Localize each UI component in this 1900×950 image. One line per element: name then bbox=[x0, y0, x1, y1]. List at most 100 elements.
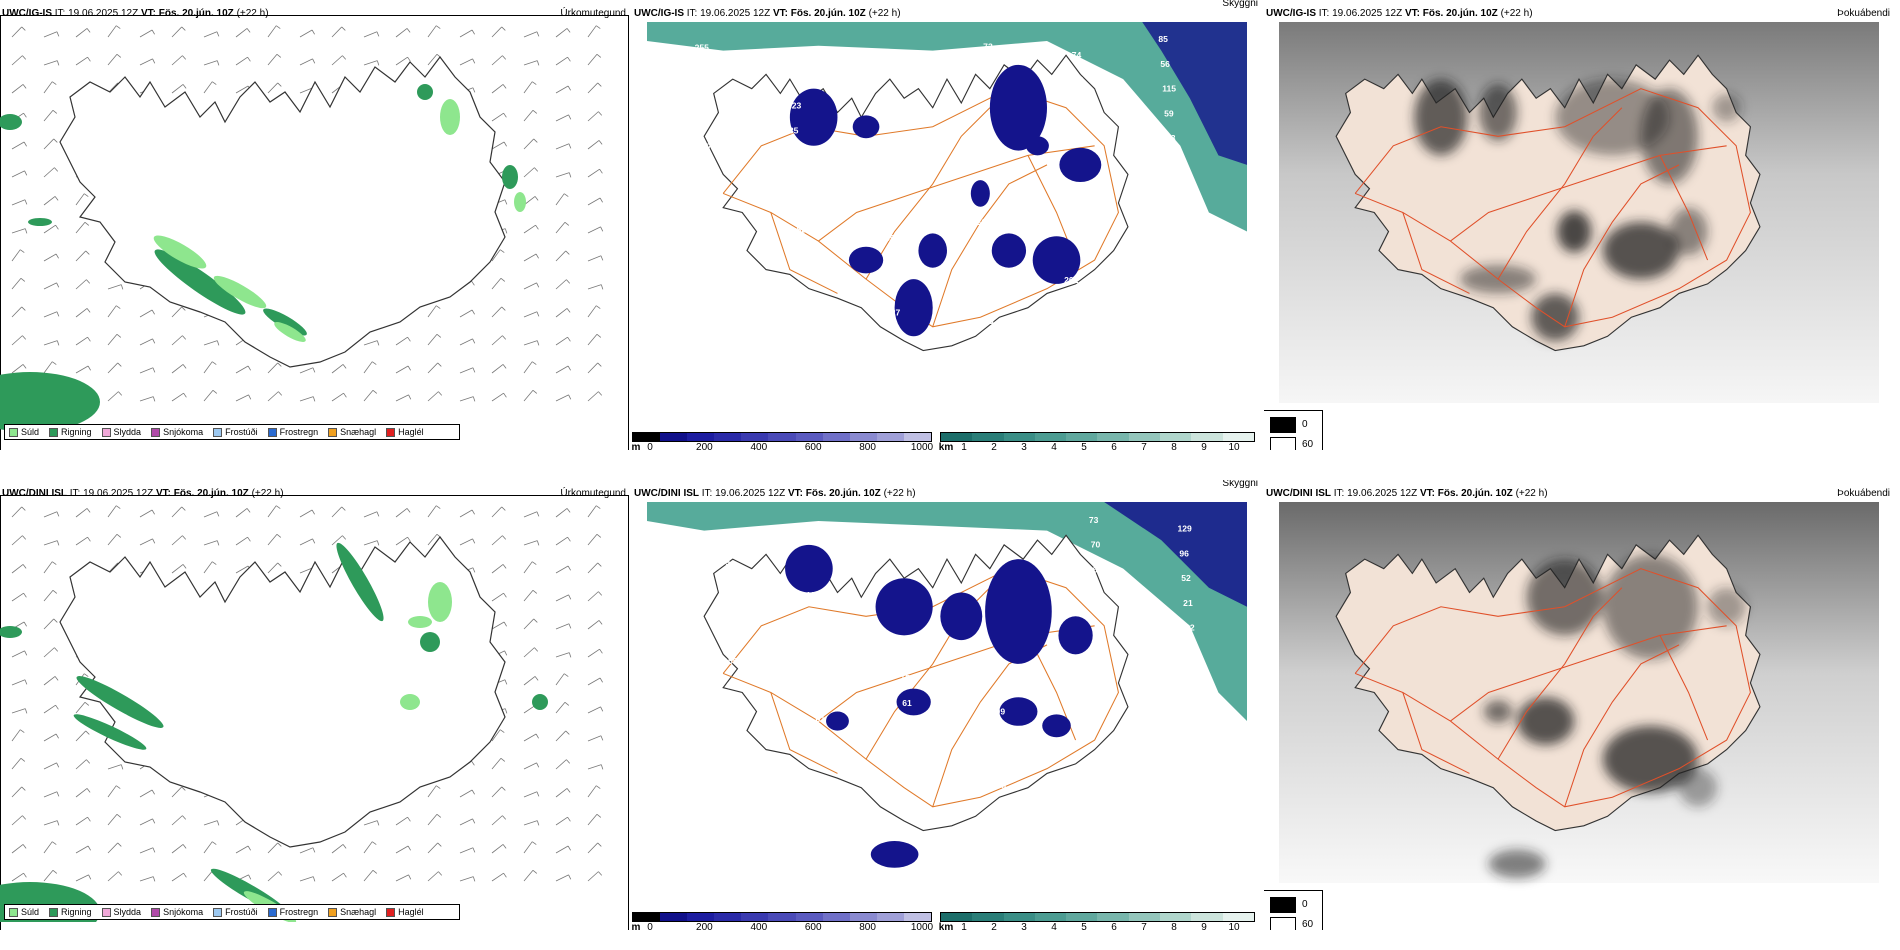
legend-label: Slydda bbox=[113, 907, 142, 917]
ceiling-label: 12 bbox=[1066, 300, 1076, 310]
ceiling-label: 56 bbox=[1160, 59, 1170, 69]
panel-title: Skyggni bbox=[1222, 0, 1258, 9]
legend-item: Haglél bbox=[386, 427, 424, 437]
low-ceiling-areas bbox=[789, 64, 1102, 337]
colorbar-tick-label: 200 bbox=[696, 442, 713, 450]
ceiling-label: 115 bbox=[908, 772, 922, 782]
ceiling-label: 109 bbox=[991, 706, 1006, 716]
ceiling-label: 72 bbox=[977, 291, 987, 301]
iceland-outline bbox=[59, 536, 506, 848]
legend-swatch bbox=[9, 907, 18, 917]
ceiling-label: 56 bbox=[795, 200, 805, 210]
visibility-panel-top: UWC/IG-IS IT: 19.06.2025 12Z VT: Fös. 20… bbox=[632, 0, 1262, 450]
colorbar-tick-label: 8 bbox=[1171, 442, 1177, 450]
legend-label: Slydda bbox=[113, 427, 142, 437]
ceiling-label: 70 bbox=[1091, 540, 1101, 550]
iceland-outline bbox=[59, 56, 506, 368]
colorbar-tick-label: 200 bbox=[696, 922, 713, 930]
legend-swatch bbox=[386, 907, 396, 917]
visibility-map: 232 110 105 109 144 153 159 205 152 132 119 129 124 1… bbox=[647, 502, 1247, 868]
ceiling-label: 232 bbox=[714, 532, 729, 542]
colorbar-tick-label: 9 bbox=[1201, 442, 1207, 450]
precip-type-panel-bottom: UWC/DINI ISL IT: 19.06.2025 12Z VT: Fös.… bbox=[0, 480, 630, 930]
ceiling-label: 77 bbox=[702, 142, 712, 152]
ceiling-label: 82 bbox=[887, 258, 897, 268]
panel-header: UWC/DINI ISL IT: 19.06.2025 12Z VT: Fös.… bbox=[2, 488, 284, 499]
legend-label: Frostúði bbox=[225, 427, 258, 437]
panel-title: Úrkomutegund bbox=[560, 8, 626, 19]
legend-item: Slydda bbox=[101, 907, 142, 917]
fog-legend: 0 60 bbox=[1264, 410, 1323, 450]
legend-label: Haglél bbox=[398, 907, 424, 917]
iceland-outline bbox=[703, 534, 1129, 832]
ceiling-label: 45 bbox=[981, 341, 991, 351]
ceiling-label: 47 bbox=[812, 664, 822, 674]
ceiling-label: 129 bbox=[1177, 524, 1192, 534]
ceiling-labels: 255 323 276 231 202 93 86 85 83 80 12 85 84 96 93 47 63 5… bbox=[695, 34, 1177, 359]
panel-header: UWC/IG-IS IT: 19.06.2025 12Z VT: Fös. 20… bbox=[1266, 8, 1533, 19]
fog-map bbox=[1279, 502, 1879, 883]
ceiling-label: 85 bbox=[789, 125, 799, 135]
legend-item: Rigning bbox=[49, 907, 92, 917]
legend-swatch bbox=[213, 427, 223, 437]
visibility-map: 255 323 276 231 202 93 86 85 83 80 12 85 84 96 93 47 63 5… bbox=[647, 22, 1247, 359]
colorbar-tick-label: 6 bbox=[1111, 922, 1117, 930]
colorbar-tick-label: 2 bbox=[991, 922, 997, 930]
ceiling-label: 61 bbox=[1000, 830, 1010, 840]
legend-swatch bbox=[328, 427, 338, 437]
legend-item: Slydda bbox=[101, 427, 142, 437]
visibility-panel-bottom: UWC/DINI ISL IT: 19.06.2025 12Z VT: Fös.… bbox=[632, 480, 1262, 930]
ceiling-label: 144 bbox=[1083, 764, 1098, 774]
legend-swatch bbox=[267, 427, 277, 437]
visibility-colorbar: km 1 2 3 4 5 6 7 8 9 10 bbox=[939, 432, 1255, 450]
precip-areas bbox=[0, 84, 526, 432]
legend-label: Rigning bbox=[61, 427, 92, 437]
ceiling-label: 73 bbox=[817, 739, 827, 749]
panel-title: Úrkomutegund bbox=[560, 488, 626, 499]
precip-map bbox=[0, 25, 604, 432]
ceiling-label: 52 bbox=[1181, 573, 1191, 583]
ceiling-label: 55 bbox=[885, 233, 895, 243]
ceiling-label: 159 bbox=[716, 557, 731, 567]
low-ceiling-areas bbox=[785, 544, 1093, 868]
legend-label: Frostúði bbox=[225, 907, 258, 917]
legend-item: Frostregn bbox=[267, 427, 318, 437]
ceiling-label: 82 bbox=[797, 224, 807, 234]
legend-item: Súld bbox=[9, 427, 39, 437]
sea-fog-northeast bbox=[1142, 22, 1247, 165]
ceiling-label: 45 bbox=[906, 747, 916, 757]
colorbar-tick-label: 9 bbox=[1201, 922, 1207, 930]
legend-swatch bbox=[151, 907, 161, 917]
ceiling-label: 155 bbox=[723, 656, 738, 666]
ceiling-label: 110 bbox=[806, 590, 820, 600]
colorbar-tick-label: 10 bbox=[1228, 442, 1240, 450]
ceiling-label: 65 bbox=[997, 781, 1007, 791]
ceiling-label: 92 bbox=[1185, 623, 1195, 633]
ceiling-label: 83 bbox=[881, 184, 891, 194]
ceiling-label: 74 bbox=[1072, 50, 1082, 60]
colorbar-tick-label: 600 bbox=[804, 922, 822, 930]
ceiling-label: 50 bbox=[904, 723, 914, 733]
legend-swatch bbox=[386, 427, 396, 437]
colorbar-tick-label: 1000 bbox=[910, 442, 934, 450]
ceiling-colorbar: m 0 200 400 600 800 1000 bbox=[632, 912, 933, 930]
legend-swatch bbox=[213, 907, 223, 917]
legend-item: Snæhagl bbox=[328, 427, 376, 437]
legend-swatch bbox=[101, 427, 111, 437]
ceiling-label: 276 bbox=[879, 159, 894, 169]
ceiling-label: 45 bbox=[719, 606, 729, 616]
ceiling-label: 75 bbox=[1070, 349, 1080, 359]
ceiling-label: 73 bbox=[1089, 515, 1099, 525]
legend-label: Snæhagl bbox=[340, 427, 377, 437]
ceiling-label: 323 bbox=[787, 101, 802, 111]
ceiling-label: 87 bbox=[995, 756, 1005, 766]
legend-label: Snjókoma bbox=[163, 907, 204, 917]
ceiling-label: 49 bbox=[1087, 814, 1097, 824]
ceiling-labels: 232 110 105 109 144 153 159 205 152 132 119 129 124 1… bbox=[714, 515, 1195, 840]
legend-item: Frostúði bbox=[213, 907, 258, 917]
legend-item: Rigning bbox=[49, 427, 92, 437]
legend-label: Súld bbox=[21, 907, 40, 917]
panel-header: UWC/DINI ISL IT: 19.06.2025 12Z VT: Fös.… bbox=[634, 488, 916, 499]
precip-type-panel-top: UWC/IG-IS IT: 19.06.2025 12Z VT: Fös. 20… bbox=[0, 0, 630, 450]
colorbar-tick-label: 400 bbox=[750, 442, 768, 450]
